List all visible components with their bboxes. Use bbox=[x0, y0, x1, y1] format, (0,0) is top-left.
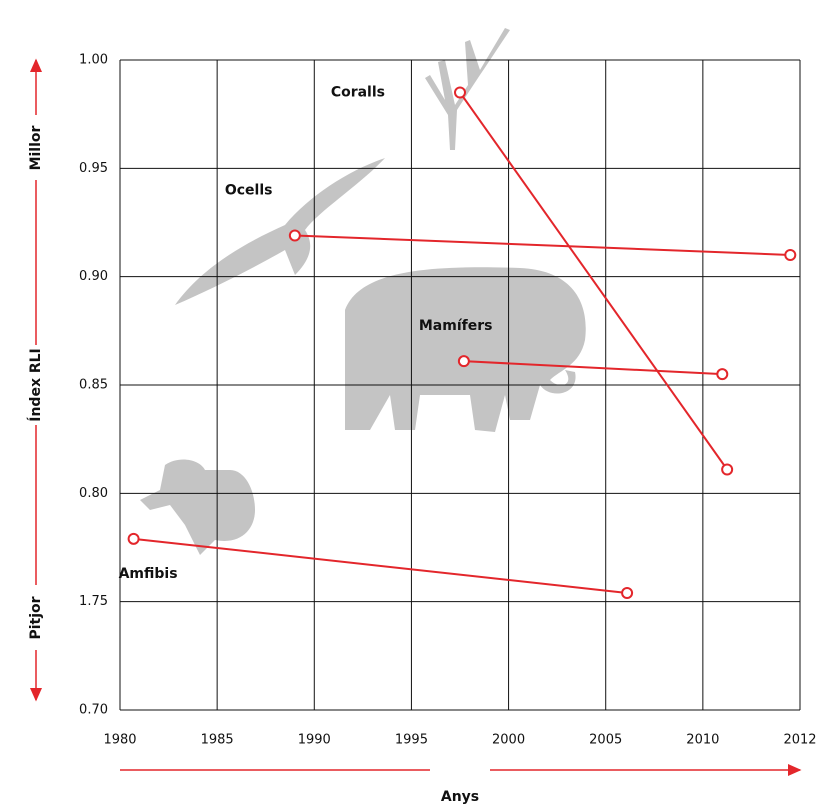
data-point bbox=[459, 356, 469, 366]
x-tick-label: 1980 bbox=[103, 733, 136, 748]
y-tick-label: 1.00 bbox=[79, 53, 108, 68]
y-tick-label: 1.75 bbox=[79, 594, 108, 609]
y-tick-label: 0.90 bbox=[79, 269, 108, 284]
x-tick-label: 1995 bbox=[395, 733, 428, 748]
x-tick-label: 2010 bbox=[686, 733, 719, 748]
y-tick-label: 0.95 bbox=[79, 161, 108, 176]
plot: 0.70 1.75 0.80 0.85 0.90 0.95 1.00 1980 1985 1990… bbox=[79, 53, 816, 748]
y-tick-label: 0.70 bbox=[79, 703, 108, 718]
series-label: Mamífers bbox=[419, 318, 493, 334]
y-tick-label: 0.80 bbox=[79, 486, 108, 501]
x-tick-label: 2012 bbox=[783, 733, 816, 748]
data-point bbox=[785, 250, 795, 260]
annotation-worse: Pitjor bbox=[28, 596, 44, 639]
x-tick-label: 2005 bbox=[589, 733, 622, 748]
x-tick-label: 1985 bbox=[201, 733, 234, 748]
x-tick-label: 1990 bbox=[298, 733, 331, 748]
data-point bbox=[290, 231, 300, 241]
silhouettes bbox=[140, 28, 586, 555]
chart: 0.70 1.75 0.80 0.85 0.90 0.95 1.00 1980 1985 1990… bbox=[0, 0, 816, 807]
data-point bbox=[717, 369, 727, 379]
axis-arrows bbox=[36, 60, 800, 770]
data-point bbox=[722, 465, 732, 475]
series-label: Coralls bbox=[331, 85, 385, 101]
y-axis-label: Índex RLI bbox=[27, 348, 44, 422]
series-label: Ocells bbox=[225, 183, 273, 199]
x-tick-label: 2000 bbox=[492, 733, 525, 748]
data-point bbox=[455, 88, 465, 98]
annotation-better: Millor bbox=[28, 125, 44, 170]
data-point bbox=[129, 534, 139, 544]
y-tick-label: 0.85 bbox=[79, 378, 108, 393]
series-line bbox=[295, 236, 790, 256]
x-axis-label: Anys bbox=[441, 789, 479, 805]
series-line bbox=[134, 539, 627, 593]
series-label: Amfibis bbox=[119, 566, 178, 582]
data-point bbox=[622, 588, 632, 598]
